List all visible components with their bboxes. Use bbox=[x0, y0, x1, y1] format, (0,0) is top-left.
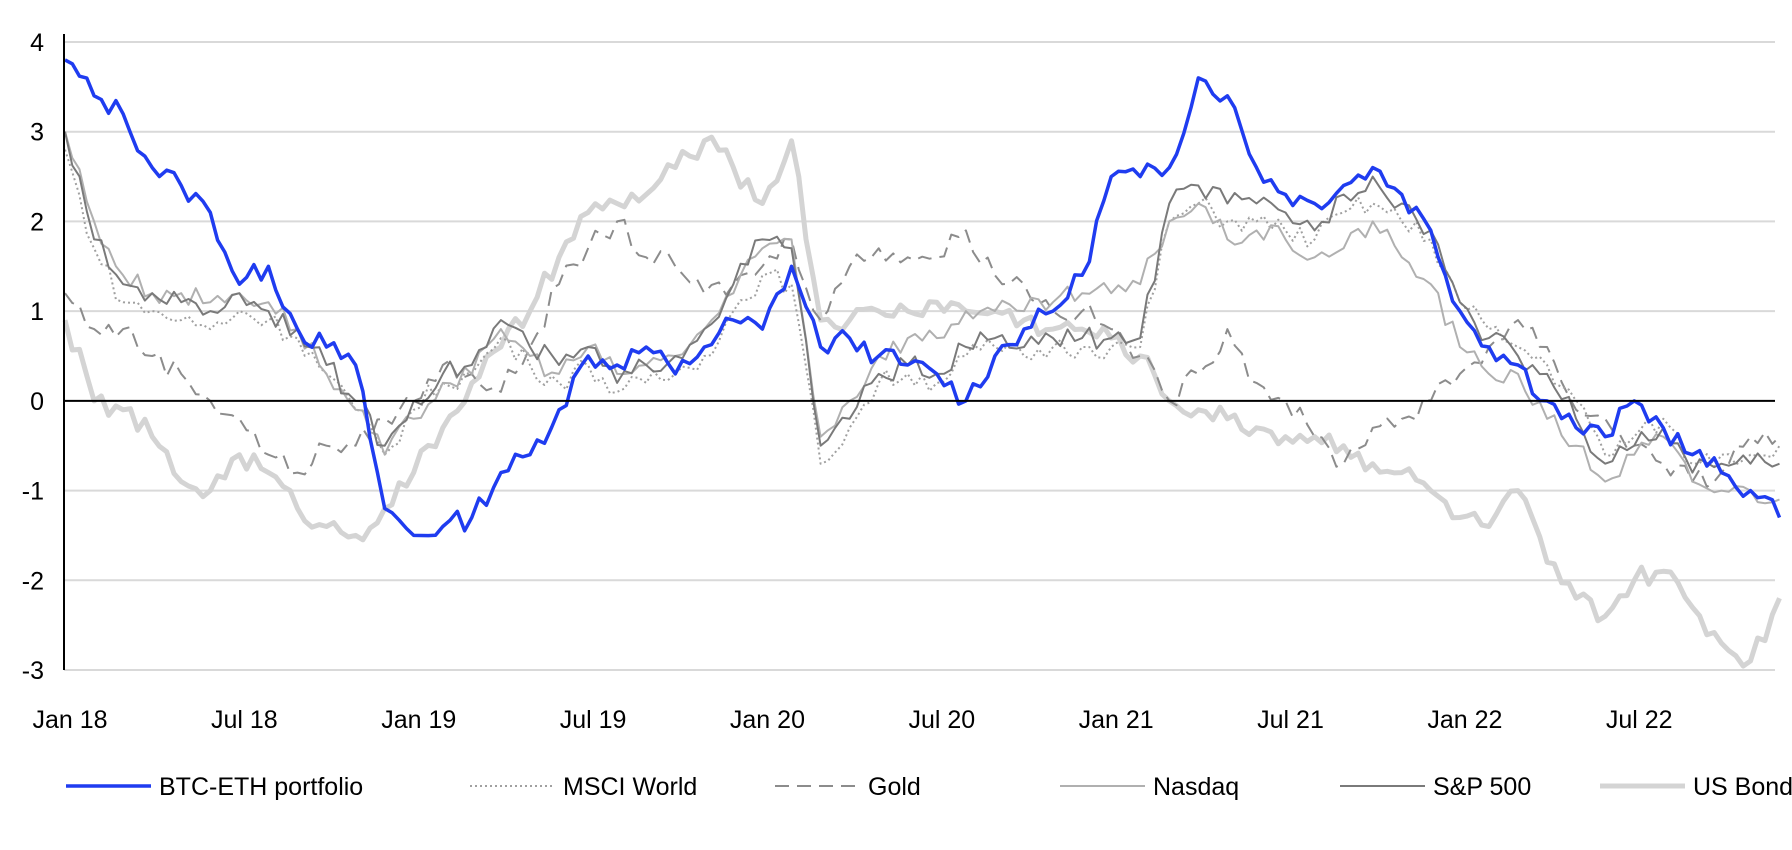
x-tick-label: Jan 19 bbox=[381, 706, 456, 734]
legend-item: Nasdaq bbox=[1060, 773, 1239, 801]
y-tick-label: 1 bbox=[30, 298, 44, 326]
y-tick-label: 4 bbox=[30, 29, 44, 57]
x-tick-label: Jul 20 bbox=[908, 706, 975, 734]
x-tick-label: Jan 20 bbox=[730, 706, 805, 734]
series-line-nasdaq bbox=[64, 131, 1780, 505]
x-tick-label: Jul 19 bbox=[560, 706, 627, 734]
legend-item: US Bonds bbox=[1600, 773, 1792, 801]
legend-item: Gold bbox=[775, 773, 921, 801]
x-tick-label: Jan 22 bbox=[1427, 706, 1502, 734]
series-line-us-bonds bbox=[62, 134, 1782, 669]
series-line-s-p-500 bbox=[64, 131, 1780, 474]
legend-label: Gold bbox=[868, 773, 921, 801]
y-tick-label: -1 bbox=[22, 478, 44, 506]
x-tick-label: Jul 22 bbox=[1606, 706, 1673, 734]
legend-item: MSCI World bbox=[470, 773, 697, 801]
legend-label: MSCI World bbox=[563, 773, 697, 801]
series-line-gold bbox=[64, 218, 1781, 488]
legend-label: Nasdaq bbox=[1153, 773, 1239, 801]
legend-label: BTC-ETH portfolio bbox=[159, 773, 363, 801]
x-tick-label: Jul 21 bbox=[1257, 706, 1324, 734]
y-tick-label: 3 bbox=[30, 119, 44, 147]
x-tick-label: Jan 18 bbox=[32, 706, 107, 734]
series-line-msci-world bbox=[64, 149, 1781, 468]
y-tick-label: 2 bbox=[30, 208, 44, 236]
legend-label: US Bonds bbox=[1693, 773, 1792, 801]
series-line-btc-eth-portfolio bbox=[64, 58, 1782, 538]
legend-label: S&P 500 bbox=[1433, 773, 1531, 801]
y-tick-label: -3 bbox=[22, 657, 44, 685]
x-tick-label: Jul 18 bbox=[211, 706, 278, 734]
legend-item: BTC-ETH portfolio bbox=[66, 773, 363, 801]
y-tick-label: -2 bbox=[22, 567, 44, 595]
x-tick-label: Jan 21 bbox=[1079, 706, 1154, 734]
y-tick-label: 0 bbox=[30, 388, 44, 416]
legend-item: S&P 500 bbox=[1340, 773, 1531, 801]
